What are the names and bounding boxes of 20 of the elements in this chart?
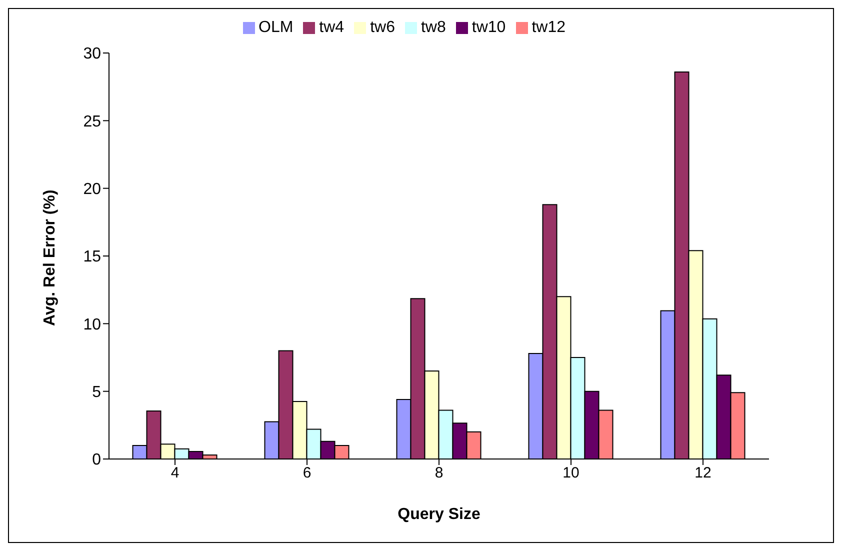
y-tick-label: 0 — [92, 452, 102, 469]
y-tick-label: 30 — [83, 46, 102, 63]
x-tick-label: 10 — [562, 464, 580, 482]
legend-label: tw8 — [420, 19, 446, 36]
y-tick-label: 15 — [83, 248, 102, 266]
y-tick-label: 20 — [83, 181, 102, 198]
x-tick-label: 12 — [694, 464, 712, 482]
y-axis-title: Avg. Rel Error (%) — [42, 190, 59, 326]
x-tick-label: 8 — [434, 464, 444, 482]
legend-label: OLM — [258, 19, 294, 36]
y-tick-label: 25 — [83, 113, 102, 130]
y-tick-label: 5 — [92, 384, 102, 402]
x-axis-title: Query Size — [398, 506, 480, 523]
y-tick-label: 10 — [83, 316, 102, 334]
legend-label: tw10 — [472, 19, 506, 36]
x-tick-label: 4 — [170, 464, 180, 482]
legend-label: tw6 — [370, 19, 395, 36]
x-tick-label: 6 — [302, 464, 312, 482]
legend-label: tw12 — [532, 19, 566, 36]
legend-label: tw4 — [319, 19, 344, 36]
